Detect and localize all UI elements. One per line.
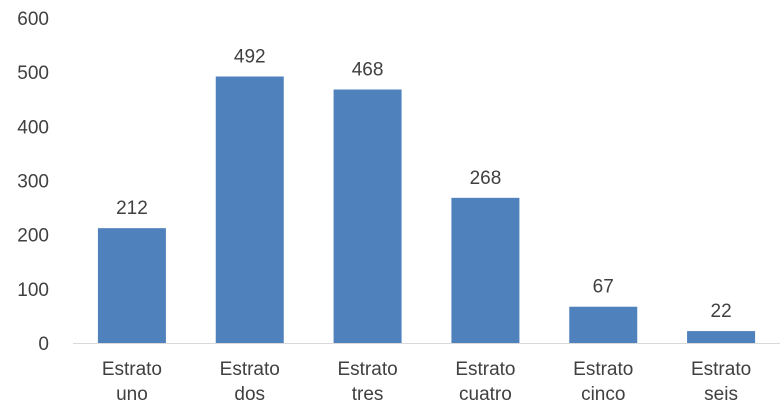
y-axis-tick-labels: 0 100 200 300 400 500 600 [17, 9, 49, 355]
x-category-label-line: tres [352, 384, 384, 405]
y-tick-label: 500 [17, 63, 49, 84]
x-category-label: Estrato tres [337, 359, 397, 405]
y-tick-label: 0 [38, 334, 49, 355]
x-category-label-line: Estrato [573, 359, 633, 380]
x-category-label: Estrato uno [102, 359, 162, 405]
x-category-label-line: Estrato [691, 359, 751, 380]
x-axis-category-labels: Estrato uno Estrato dos Estrato tres Estrato cu… [102, 359, 751, 405]
x-category-label-line: seis [704, 384, 738, 405]
bar [215, 76, 284, 343]
bar [97, 228, 166, 343]
x-category-label-line: Estrato [337, 359, 397, 380]
x-category-label: Estrato seis [691, 359, 751, 405]
y-tick-label: 600 [17, 9, 49, 30]
x-category-label: Estrato cinco [573, 359, 633, 405]
bar [333, 89, 402, 343]
y-tick-label: 300 [17, 172, 49, 193]
x-category-label-line: dos [234, 384, 265, 405]
bar-value-label: 268 [470, 168, 502, 189]
y-tick-label: 200 [17, 226, 49, 247]
x-category-label: Estrato cuatro [455, 359, 515, 405]
x-category-label-line: Estrato [220, 359, 280, 380]
bar-value-label: 22 [711, 301, 732, 322]
bar-value-label: 212 [116, 198, 148, 219]
x-category-label: Estrato dos [220, 359, 280, 405]
bar [687, 331, 756, 343]
x-category-label-line: cuatro [459, 384, 512, 405]
bar [569, 306, 638, 343]
bar-value-label: 67 [593, 277, 614, 298]
x-category-label-line: cinco [581, 384, 625, 405]
y-tick-label: 400 [17, 117, 49, 138]
x-category-label-line: Estrato [455, 359, 515, 380]
data-labels: 212 492 468 268 67 22 [116, 47, 732, 323]
x-category-label-line: uno [116, 384, 148, 405]
bars [97, 76, 756, 343]
x-category-label-line: Estrato [102, 359, 162, 380]
bar-value-label: 492 [234, 47, 266, 68]
bar-value-label: 468 [352, 60, 384, 81]
y-tick-label: 100 [17, 280, 49, 301]
bar [451, 197, 520, 343]
